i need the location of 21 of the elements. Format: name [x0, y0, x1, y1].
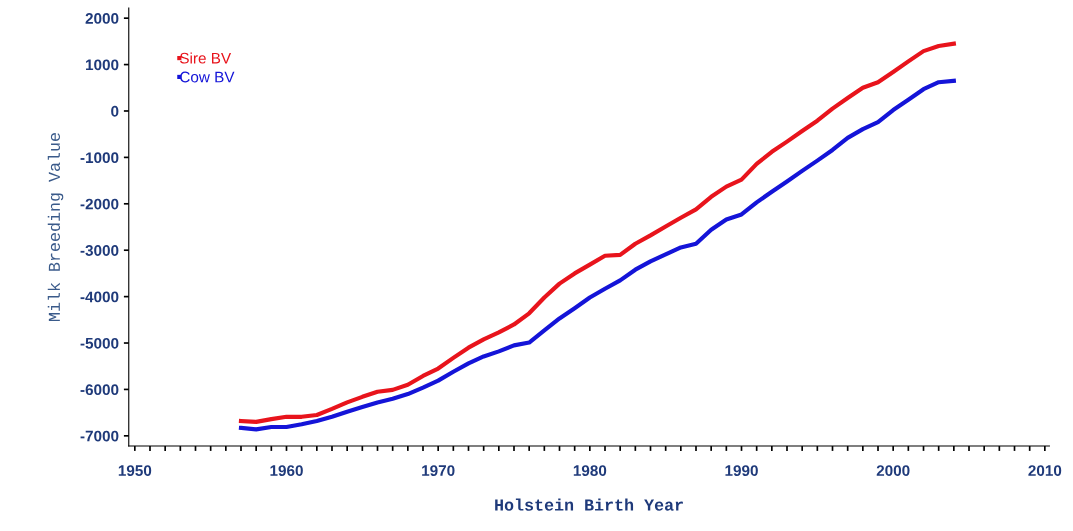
- legend-label: Sire BV: [180, 52, 232, 64]
- y-tick-label: -3000: [80, 245, 119, 256]
- x-axis-title: Holstein Birth Year: [495, 498, 683, 511]
- y-tick-label: 1000: [86, 59, 119, 71]
- x-tick-label: 1980: [573, 465, 607, 477]
- y-tick-label: -1000: [80, 152, 119, 164]
- y-tick-label: -4000: [80, 291, 119, 303]
- x-tick-label: 1960: [270, 465, 303, 477]
- x-tick-label: 1970: [422, 465, 455, 477]
- y-tick-label: -6000: [80, 384, 119, 396]
- x-tick-label: 2010: [1028, 465, 1062, 477]
- y-tick-label: 2000: [85, 13, 119, 24]
- y-tick-label: -5000: [80, 337, 119, 349]
- legend-label: Cow BV: [180, 71, 235, 83]
- y-tick-label: -7000: [80, 430, 119, 442]
- y-axis-title: Milk Breeding Value: [47, 133, 64, 321]
- x-tick-label: 1990: [725, 465, 758, 477]
- y-tick-label: -2000: [80, 198, 119, 210]
- x-tick-label: 1950: [118, 465, 152, 477]
- y-tick-label: 0: [111, 105, 119, 117]
- x-tick-label: 2000: [876, 465, 910, 477]
